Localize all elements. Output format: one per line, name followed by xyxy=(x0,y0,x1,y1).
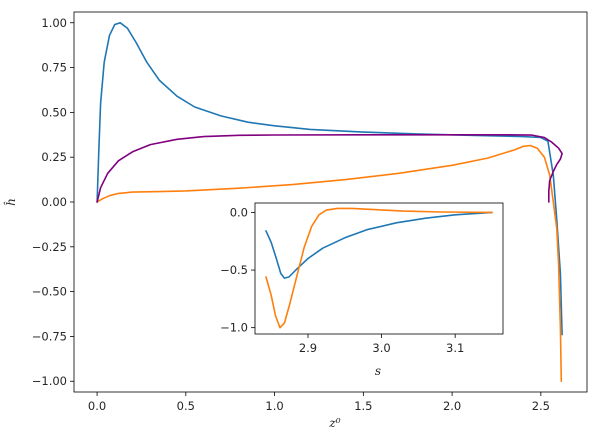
main-series-line-2 xyxy=(96,144,563,382)
main-y-tick-label: 0.50 xyxy=(41,105,67,119)
main-y-axis-label: ĥ xyxy=(3,198,18,206)
main-x-tick-label: 2.5 xyxy=(532,399,550,413)
inset-axes: 2.9 3.0 3.1 0.0 −0.5 −1.0 s xyxy=(220,202,504,378)
main-y-ticks: 1.00 0.75 0.50 0.25 0.00 −0.25 −0.50 −0.75 −1.00 xyxy=(32,16,74,388)
main-x-ticks: 0.0 0.5 1.0 1.5 2.0 2.5 xyxy=(88,392,550,413)
inset-y-tick-label: 0.0 xyxy=(230,205,248,219)
inset-series-group xyxy=(265,207,493,329)
inset-y-tick-label: −0.5 xyxy=(220,263,248,277)
inset-x-tick-label: 2.9 xyxy=(299,341,317,355)
main-y-tick-label: 0.00 xyxy=(41,195,67,209)
inset-series-line-1 xyxy=(265,211,493,279)
main-x-tick-label: 0.0 xyxy=(88,399,106,413)
inset-x-axis-label: s xyxy=(375,364,381,378)
inset-x-tick-label: 3.1 xyxy=(446,341,464,355)
inset-x-tick-label: 3.0 xyxy=(372,341,390,355)
inset-y-ticks: 0.0 −0.5 −1.0 xyxy=(220,205,255,335)
main-x-tick-label: 1.0 xyxy=(265,399,283,413)
main-y-tick-label: 0.25 xyxy=(41,150,67,164)
inset-plot-area xyxy=(255,203,503,334)
inset-x-ticks: 2.9 3.0 3.1 xyxy=(299,334,464,355)
main-y-tick-label: 0.75 xyxy=(41,61,67,75)
main-series-group xyxy=(96,22,563,382)
main-y-tick-label: −0.25 xyxy=(32,240,67,254)
main-y-tick-label: −0.75 xyxy=(32,329,67,343)
inset-series-line-2 xyxy=(265,207,493,329)
main-x-axis-label: z⁰ xyxy=(328,416,340,430)
main-x-tick-label: 1.5 xyxy=(354,399,372,413)
main-y-tick-label: 1.00 xyxy=(41,16,67,30)
inset-axes-frame xyxy=(254,202,504,335)
main-y-tick-label: −0.50 xyxy=(32,285,67,299)
main-x-tick-label: 0.5 xyxy=(177,399,195,413)
main-series-line-3 xyxy=(96,134,563,203)
main-series-line-1 xyxy=(96,22,563,336)
inset-y-tick-label: −1.0 xyxy=(220,321,248,335)
main-x-tick-label: 2.0 xyxy=(443,399,461,413)
main-y-tick-label: −1.00 xyxy=(32,374,67,388)
